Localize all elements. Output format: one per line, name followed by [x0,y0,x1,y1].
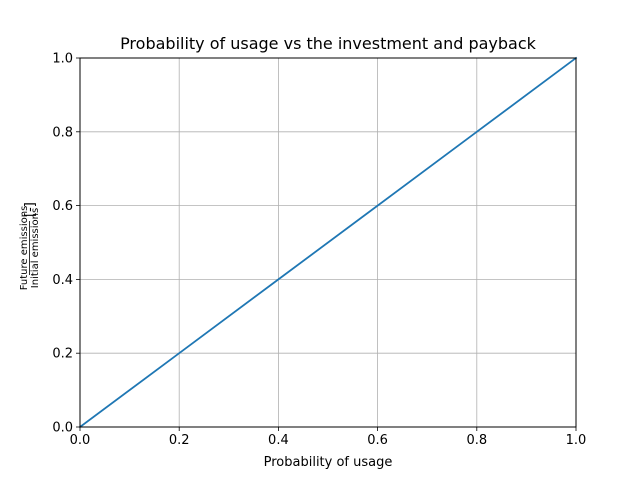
ticks: 0.0 0.2 0.4 0.6 0.8 1.0 0.0 0.2 0.4 0.6 0.8 1.0 [52,52,586,449]
x-tick-label: 0.4 [268,433,289,448]
y-tick-label: 0.6 [52,199,73,214]
series-layer [78,56,578,429]
x-tick-label: 1.0 [566,433,587,448]
y-axis-label: Future emissions Initial emissions [-] [19,202,41,290]
x-tick-label: 0.2 [169,433,190,448]
chart-title: Probability of usage vs the investment a… [120,34,537,53]
y-axis-label-denominator: Initial emissions [30,208,41,288]
y-axis-label-unit: [-] [23,202,38,217]
x-axis-label: Probability of usage [264,455,393,470]
plot-frame [79,57,577,428]
y-tick-label: 0.8 [52,125,73,140]
y-tick-label: 0.2 [52,347,73,362]
series-line [78,56,578,429]
x-tick-label: 0.8 [466,433,487,448]
x-tick-label: 0.0 [70,433,91,448]
y-tick-label: 0.4 [52,273,73,288]
x-tick-label: 0.6 [367,433,388,448]
y-tick-label: 0.0 [52,421,73,436]
y-tick-label: 1.0 [52,52,73,67]
y-axis-label-numerator: Future emissions [19,206,30,291]
